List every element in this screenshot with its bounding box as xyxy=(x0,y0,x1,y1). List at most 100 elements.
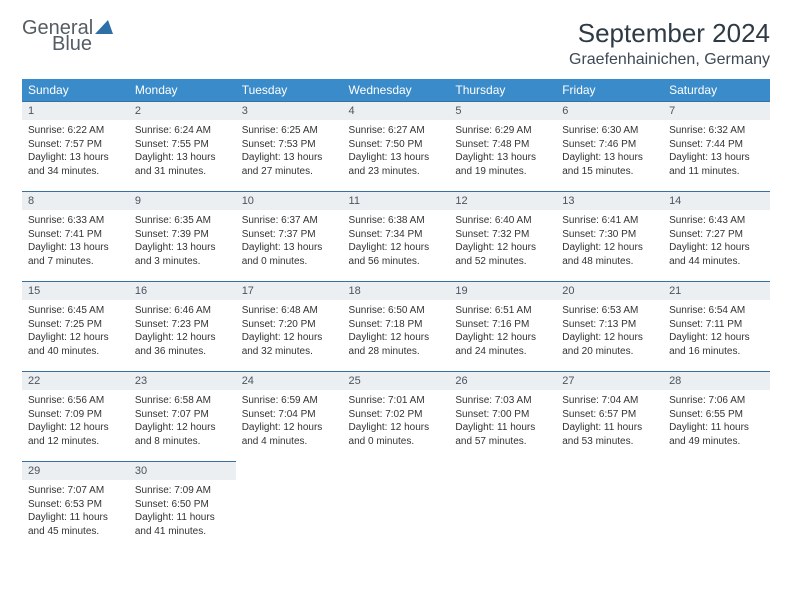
calendar-day-cell: 29Sunrise: 7:07 AMSunset: 6:53 PMDayligh… xyxy=(22,461,129,551)
calendar-day-cell: 25Sunrise: 7:01 AMSunset: 7:02 PMDayligh… xyxy=(343,371,450,461)
calendar-week-row: 29Sunrise: 7:07 AMSunset: 6:53 PMDayligh… xyxy=(22,461,770,551)
daylight-line: Daylight: 12 hours and 44 minutes. xyxy=(669,241,764,268)
day-number: 8 xyxy=(22,191,129,210)
calendar-day-cell: 30Sunrise: 7:09 AMSunset: 6:50 PMDayligh… xyxy=(129,461,236,551)
day-number: 3 xyxy=(236,101,343,120)
sunset-line: Sunset: 7:20 PM xyxy=(242,318,337,332)
day-number: 11 xyxy=(343,191,450,210)
sunrise-line: Sunrise: 6:25 AM xyxy=(242,124,337,138)
sunrise-line: Sunrise: 7:04 AM xyxy=(562,394,657,408)
sunrise-line: Sunrise: 6:38 AM xyxy=(349,214,444,228)
daylight-line: Daylight: 12 hours and 4 minutes. xyxy=(242,421,337,448)
daylight-line: Daylight: 12 hours and 12 minutes. xyxy=(28,421,123,448)
day-details: Sunrise: 6:43 AMSunset: 7:27 PMDaylight:… xyxy=(663,210,770,274)
day-details: Sunrise: 6:56 AMSunset: 7:09 PMDaylight:… xyxy=(22,390,129,454)
logo-triangle-icon xyxy=(95,18,113,38)
sunset-line: Sunset: 7:13 PM xyxy=(562,318,657,332)
sunset-line: Sunset: 7:25 PM xyxy=(28,318,123,332)
day-number: 6 xyxy=(556,101,663,120)
sunrise-line: Sunrise: 6:46 AM xyxy=(135,304,230,318)
day-number: 5 xyxy=(449,101,556,120)
sunrise-line: Sunrise: 6:41 AM xyxy=(562,214,657,228)
day-number: 16 xyxy=(129,281,236,300)
sunset-line: Sunset: 7:39 PM xyxy=(135,228,230,242)
day-number: 20 xyxy=(556,281,663,300)
day-details: Sunrise: 6:40 AMSunset: 7:32 PMDaylight:… xyxy=(449,210,556,274)
sunset-line: Sunset: 7:50 PM xyxy=(349,138,444,152)
sunrise-line: Sunrise: 6:50 AM xyxy=(349,304,444,318)
day-details: Sunrise: 6:41 AMSunset: 7:30 PMDaylight:… xyxy=(556,210,663,274)
day-details: Sunrise: 6:30 AMSunset: 7:46 PMDaylight:… xyxy=(556,120,663,184)
day-details: Sunrise: 6:51 AMSunset: 7:16 PMDaylight:… xyxy=(449,300,556,364)
title-block: September 2024 Graefenhainichen, Germany xyxy=(569,18,770,69)
daylight-line: Daylight: 12 hours and 52 minutes. xyxy=(455,241,550,268)
sunrise-line: Sunrise: 6:32 AM xyxy=(669,124,764,138)
sunset-line: Sunset: 6:55 PM xyxy=(669,408,764,422)
sunset-line: Sunset: 7:09 PM xyxy=(28,408,123,422)
header: General Blue September 2024 Graefenhaini… xyxy=(22,18,770,69)
sunset-line: Sunset: 7:00 PM xyxy=(455,408,550,422)
day-details: Sunrise: 6:22 AMSunset: 7:57 PMDaylight:… xyxy=(22,120,129,184)
day-details: Sunrise: 6:53 AMSunset: 7:13 PMDaylight:… xyxy=(556,300,663,364)
calendar-day-cell: 14Sunrise: 6:43 AMSunset: 7:27 PMDayligh… xyxy=(663,191,770,281)
daylight-line: Daylight: 12 hours and 16 minutes. xyxy=(669,331,764,358)
day-details: Sunrise: 6:37 AMSunset: 7:37 PMDaylight:… xyxy=(236,210,343,274)
daylight-line: Daylight: 12 hours and 8 minutes. xyxy=(135,421,230,448)
calendar-week-row: 8Sunrise: 6:33 AMSunset: 7:41 PMDaylight… xyxy=(22,191,770,281)
calendar-day-cell: 17Sunrise: 6:48 AMSunset: 7:20 PMDayligh… xyxy=(236,281,343,371)
day-number: 18 xyxy=(343,281,450,300)
calendar-day-cell: 10Sunrise: 6:37 AMSunset: 7:37 PMDayligh… xyxy=(236,191,343,281)
sunrise-line: Sunrise: 6:35 AM xyxy=(135,214,230,228)
day-details: Sunrise: 7:04 AMSunset: 6:57 PMDaylight:… xyxy=(556,390,663,454)
day-number: 23 xyxy=(129,371,236,390)
sunrise-line: Sunrise: 6:58 AM xyxy=(135,394,230,408)
daylight-line: Daylight: 11 hours and 41 minutes. xyxy=(135,511,230,538)
daylight-line: Daylight: 11 hours and 57 minutes. xyxy=(455,421,550,448)
sunrise-line: Sunrise: 7:07 AM xyxy=(28,484,123,498)
sunset-line: Sunset: 7:57 PM xyxy=(28,138,123,152)
sunset-line: Sunset: 6:53 PM xyxy=(28,498,123,512)
calendar-day-cell: 15Sunrise: 6:45 AMSunset: 7:25 PMDayligh… xyxy=(22,281,129,371)
sunset-line: Sunset: 7:55 PM xyxy=(135,138,230,152)
calendar-day-cell: 26Sunrise: 7:03 AMSunset: 7:00 PMDayligh… xyxy=(449,371,556,461)
sunrise-line: Sunrise: 6:22 AM xyxy=(28,124,123,138)
day-details: Sunrise: 7:06 AMSunset: 6:55 PMDaylight:… xyxy=(663,390,770,454)
daylight-line: Daylight: 13 hours and 3 minutes. xyxy=(135,241,230,268)
day-details: Sunrise: 6:25 AMSunset: 7:53 PMDaylight:… xyxy=(236,120,343,184)
sunrise-line: Sunrise: 7:03 AM xyxy=(455,394,550,408)
day-details: Sunrise: 6:33 AMSunset: 7:41 PMDaylight:… xyxy=(22,210,129,274)
daylight-line: Daylight: 12 hours and 56 minutes. xyxy=(349,241,444,268)
sunrise-line: Sunrise: 6:37 AM xyxy=(242,214,337,228)
sunset-line: Sunset: 6:50 PM xyxy=(135,498,230,512)
day-number: 17 xyxy=(236,281,343,300)
daylight-line: Daylight: 13 hours and 11 minutes. xyxy=(669,151,764,178)
weekday-header: Tuesday xyxy=(236,79,343,101)
daylight-line: Daylight: 12 hours and 0 minutes. xyxy=(349,421,444,448)
day-number: 2 xyxy=(129,101,236,120)
sunrise-line: Sunrise: 6:43 AM xyxy=(669,214,764,228)
sunset-line: Sunset: 7:02 PM xyxy=(349,408,444,422)
sunrise-line: Sunrise: 6:54 AM xyxy=(669,304,764,318)
sunset-line: Sunset: 7:46 PM xyxy=(562,138,657,152)
day-number: 24 xyxy=(236,371,343,390)
month-title: September 2024 xyxy=(569,18,770,49)
sunset-line: Sunset: 6:57 PM xyxy=(562,408,657,422)
day-number: 30 xyxy=(129,461,236,480)
sunset-line: Sunset: 7:53 PM xyxy=(242,138,337,152)
sunrise-line: Sunrise: 6:45 AM xyxy=(28,304,123,318)
day-details: Sunrise: 6:58 AMSunset: 7:07 PMDaylight:… xyxy=(129,390,236,454)
calendar-day-cell: 1Sunrise: 6:22 AMSunset: 7:57 PMDaylight… xyxy=(22,101,129,191)
daylight-line: Daylight: 12 hours and 48 minutes. xyxy=(562,241,657,268)
calendar-empty-cell xyxy=(343,461,450,551)
day-details: Sunrise: 6:38 AMSunset: 7:34 PMDaylight:… xyxy=(343,210,450,274)
calendar-week-row: 15Sunrise: 6:45 AMSunset: 7:25 PMDayligh… xyxy=(22,281,770,371)
day-details: Sunrise: 6:59 AMSunset: 7:04 PMDaylight:… xyxy=(236,390,343,454)
sunset-line: Sunset: 7:30 PM xyxy=(562,228,657,242)
calendar-day-cell: 6Sunrise: 6:30 AMSunset: 7:46 PMDaylight… xyxy=(556,101,663,191)
daylight-line: Daylight: 12 hours and 40 minutes. xyxy=(28,331,123,358)
day-number: 10 xyxy=(236,191,343,210)
calendar-body: 1Sunrise: 6:22 AMSunset: 7:57 PMDaylight… xyxy=(22,101,770,551)
sunset-line: Sunset: 7:44 PM xyxy=(669,138,764,152)
calendar-week-row: 22Sunrise: 6:56 AMSunset: 7:09 PMDayligh… xyxy=(22,371,770,461)
sunset-line: Sunset: 7:34 PM xyxy=(349,228,444,242)
